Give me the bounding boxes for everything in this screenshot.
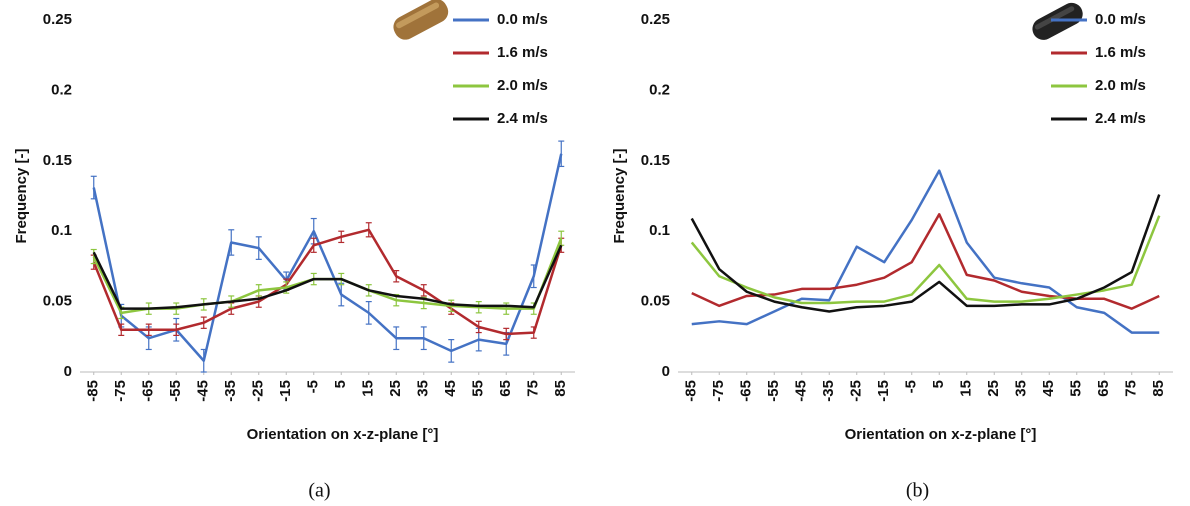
y-tick-label: 0.1 [649, 222, 670, 239]
x-tick-label: -35 [820, 380, 837, 402]
x-tick-label: 75 [525, 380, 542, 397]
x-tick-label: 5 [930, 380, 947, 388]
x-tick-label: 45 [442, 380, 459, 397]
x-tick-label: 55 [1068, 380, 1085, 397]
x-tick-label: -5 [305, 380, 322, 393]
y-tick-label: 0.15 [43, 152, 72, 169]
series-line [92, 228, 563, 336]
x-tick-label: -65 [738, 380, 755, 402]
x-tick-label: -25 [250, 380, 267, 402]
x-tick-label: -15 [277, 380, 294, 402]
x-tick-label: -5 [903, 380, 920, 393]
wood-icon [393, 0, 449, 40]
series-line [92, 237, 563, 315]
x-tick-label: -85 [85, 380, 102, 402]
x-tick-label: 45 [1040, 380, 1057, 397]
x-tick-label: -45 [195, 380, 212, 402]
x-tick-label: 15 [360, 380, 377, 397]
x-tick-label: 55 [470, 380, 487, 397]
x-tick-label: 15 [958, 380, 975, 397]
y-tick-label: 0 [662, 363, 670, 380]
legend-label: 2.4 m/s [497, 110, 548, 127]
x-tick-label: 65 [1095, 380, 1112, 397]
x-tick-label: -55 [167, 380, 184, 402]
x-tick-label: -65 [140, 380, 157, 402]
x-tick-label: 75 [1123, 380, 1140, 397]
legend-label: 2.0 m/s [497, 77, 548, 94]
y-tick-label: 0.2 [649, 81, 670, 98]
y-tick-label: 0.1 [51, 222, 72, 239]
series-line [691, 169, 1160, 334]
x-tick-label: 25 [387, 380, 404, 397]
chart: 00.050.10.150.20.25-85 -75 -65 -55 -45 -35 -25… [13, 11, 575, 502]
x-tick-label: 25 [985, 380, 1002, 397]
x-tick-label: -25 [848, 380, 865, 402]
y-axis-label: Frequency [-] [611, 148, 628, 243]
x-tick-label: -75 [112, 380, 129, 402]
y-tick-label: 0.05 [43, 293, 72, 310]
y-axis-label: Frequency [-] [13, 148, 30, 243]
x-tick-label: 35 [415, 380, 432, 397]
y-tick-label: 0.15 [641, 152, 670, 169]
x-axis-label: Orientation on x-z-plane [°] [845, 426, 1037, 443]
y-tick-label: 0.2 [51, 81, 72, 98]
x-tick-label: 5 [332, 380, 349, 388]
x-tick-label: -45 [793, 380, 810, 402]
legend-label: 0.0 m/s [497, 11, 548, 28]
legend-label: 1.6 m/s [497, 44, 548, 61]
legend-label: 2.0 m/s [1095, 77, 1146, 94]
caption: (b) [906, 480, 929, 502]
x-tick-label: -75 [710, 380, 727, 402]
x-tick-label: -55 [765, 380, 782, 402]
y-tick-label: 0.25 [43, 11, 72, 28]
series-line [690, 215, 1161, 305]
x-tick-label: 65 [497, 380, 514, 397]
x-axis-label: Orientation on x-z-plane [°] [247, 426, 439, 443]
x-tick-label: -15 [875, 380, 892, 402]
series-line [690, 194, 1161, 313]
y-tick-label: 0.25 [641, 11, 670, 28]
legend-label: 1.6 m/s [1095, 44, 1146, 61]
x-tick-label: -85 [683, 380, 700, 402]
x-tick-label: 85 [1150, 380, 1167, 397]
x-tick-label: 85 [552, 380, 569, 397]
x-tick-label: 35 [1013, 380, 1030, 397]
caption: (a) [308, 480, 330, 502]
chart: 00.050.10.150.20.25-85 -75 -65 -55 -45 -35 -25… [611, 11, 1173, 502]
series-line [92, 244, 563, 310]
cylinder-icon [1032, 2, 1083, 40]
series-line [92, 153, 563, 362]
legend-label: 0.0 m/s [1095, 11, 1146, 28]
legend-label: 2.4 m/s [1095, 110, 1146, 127]
x-tick-label: -35 [222, 380, 239, 402]
y-tick-label: 0 [64, 363, 72, 380]
y-tick-label: 0.05 [641, 293, 670, 310]
